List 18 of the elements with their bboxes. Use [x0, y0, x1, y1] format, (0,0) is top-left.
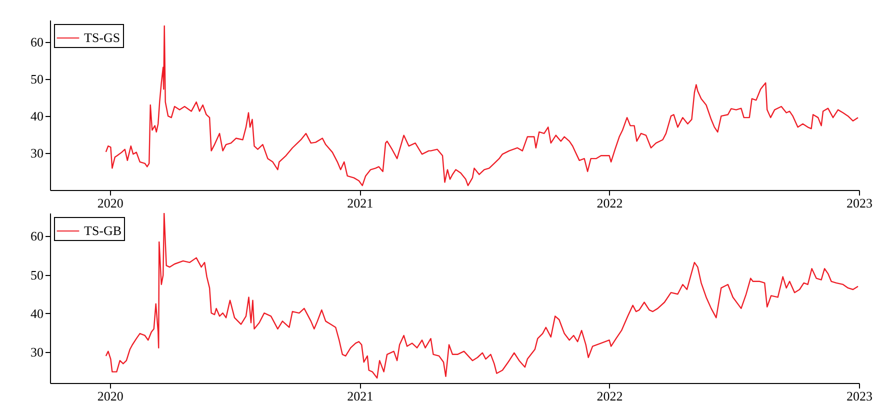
legend-label: TS-GS	[84, 30, 120, 45]
x-tick-label: 2020	[97, 196, 124, 210]
x-tick-label: 2022	[596, 196, 623, 210]
y-tick-label: 50	[30, 72, 44, 87]
y-tick-label: 30	[30, 146, 44, 161]
y-tick-label: 60	[30, 34, 44, 50]
y-tick-label: 40	[30, 108, 44, 124]
x-tick-label: 2023	[846, 388, 872, 404]
x-tick-label: 2020	[97, 388, 124, 404]
x-tick-label: 2022	[596, 388, 623, 404]
legend-label: TS-GB	[84, 223, 122, 238]
y-tick-label: 30	[30, 344, 44, 360]
y-tick-label: 40	[30, 306, 44, 321]
y-tick-label: 50	[30, 267, 44, 282]
x-tick-label: 2023	[846, 196, 872, 210]
y-tick-label: 60	[30, 228, 44, 244]
x-tick-label: 2021	[347, 196, 374, 210]
x-tick-label: 2021	[347, 388, 374, 404]
